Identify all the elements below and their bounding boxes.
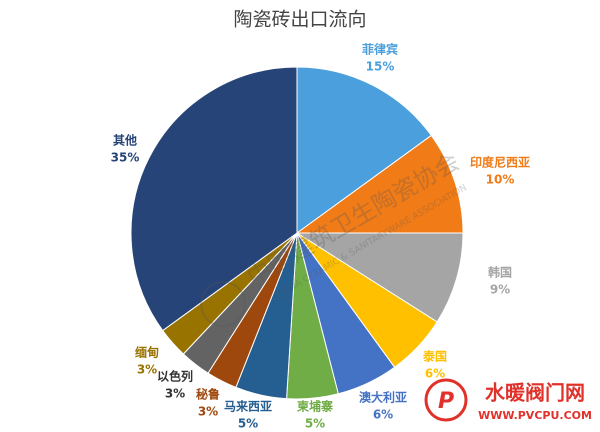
chart-title: 陶瓷砖出口流向: [233, 9, 366, 31]
logo-url: WWW.PVCPU.COM: [478, 409, 592, 422]
slice-label: 柬埔寨: [296, 399, 333, 414]
slice-label: 菲律宾: [362, 42, 398, 57]
slice-label: 秘鲁: [196, 387, 220, 402]
slice-label: 其他: [113, 133, 137, 148]
slice-label: 马来西亚: [224, 399, 272, 414]
slice-label: 澳大利亚: [359, 390, 407, 405]
slice-label: 缅甸: [135, 345, 159, 360]
slice-label: 韩国: [488, 265, 512, 280]
value-label: 5%: [305, 417, 325, 431]
watermark-icon: [200, 281, 247, 328]
value-label: 35%: [111, 151, 140, 165]
slice-label: 泰国: [422, 349, 447, 364]
value-label: 15%: [366, 60, 395, 74]
value-label: 6%: [373, 408, 393, 422]
logo-icon: [424, 378, 468, 422]
value-label: 3%: [198, 405, 218, 419]
value-label: 6%: [425, 367, 445, 381]
value-label: 3%: [165, 387, 185, 401]
value-label: 9%: [490, 283, 510, 297]
value-label: 10%: [486, 173, 515, 187]
pie-slice: [130, 66, 298, 332]
logo-name: 水暖阀门网: [485, 381, 585, 405]
value-label: 5%: [238, 417, 258, 431]
slice-label: 以色列: [157, 369, 193, 384]
pie-slice: [295, 232, 464, 323]
pie: [130, 66, 464, 400]
pie-slice: [296, 66, 432, 234]
slice-label: 印度尼西亚: [470, 155, 530, 170]
value-label: 3%: [137, 363, 157, 377]
logo-mark: P: [438, 389, 454, 414]
pie-slice: [295, 134, 464, 234]
logo: P 水暖阀门网 WWW.PVCPU.COM: [424, 378, 592, 422]
